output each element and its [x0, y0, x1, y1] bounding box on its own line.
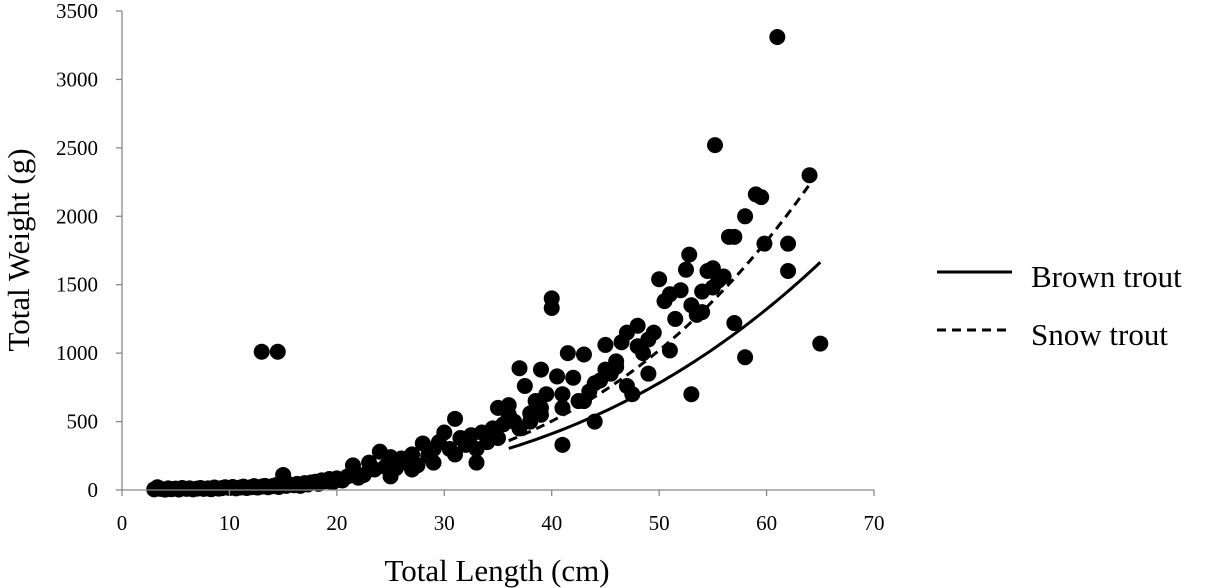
- data-point: [704, 279, 721, 296]
- x-tick-label: 0: [117, 511, 128, 535]
- data-point: [468, 454, 485, 471]
- data-point: [715, 268, 732, 285]
- data-point: [812, 335, 829, 352]
- axes: [116, 10, 875, 496]
- data-point: [629, 338, 646, 355]
- data-point: [382, 468, 399, 485]
- data-point: [511, 360, 528, 377]
- data-point: [554, 386, 571, 403]
- x-tick-label: 10: [219, 511, 240, 535]
- x-tick-label: 70: [864, 511, 885, 535]
- data-point: [726, 228, 743, 245]
- x-tick-label: 40: [541, 511, 562, 535]
- x-tick-label: 50: [649, 511, 670, 535]
- data-point: [425, 454, 442, 471]
- y-tick-label: 0: [88, 478, 99, 502]
- y-tick-label: 3000: [56, 67, 98, 91]
- data-point: [672, 282, 689, 299]
- data-point: [780, 263, 797, 280]
- y-tick-label: 1000: [56, 341, 98, 365]
- data-point: [737, 349, 754, 366]
- data-point: [269, 343, 286, 360]
- data-point: [549, 368, 566, 385]
- y-axis-title: Total Weight (g): [1, 148, 36, 351]
- series-line-brown-trout: [508, 261, 822, 450]
- data-point: [532, 361, 549, 378]
- data-point: [253, 343, 270, 360]
- data-point: [629, 317, 646, 334]
- data-point: [543, 299, 560, 316]
- legend: Brown trout Snow trout: [937, 259, 1182, 352]
- data-point: [532, 406, 549, 423]
- data-point: [618, 377, 635, 394]
- y-tick-label: 3500: [56, 0, 98, 23]
- data-point: [554, 436, 571, 453]
- data-point: [678, 261, 694, 278]
- data-point: [801, 167, 818, 184]
- legend-label-brown-trout: Brown trout: [1031, 259, 1182, 294]
- data-point: [575, 346, 592, 363]
- data-point: [404, 461, 421, 478]
- data-point: [586, 375, 603, 392]
- data-point: [683, 386, 700, 403]
- data-point: [667, 310, 684, 327]
- data-point: [753, 189, 770, 206]
- x-tick-label: 60: [756, 511, 777, 535]
- data-point: [608, 358, 625, 375]
- plot-marks: [146, 29, 829, 498]
- legend-label-snow-trout: Snow trout: [1031, 317, 1168, 352]
- data-point: [344, 457, 361, 474]
- data-point: [707, 137, 724, 154]
- data-point: [640, 365, 657, 382]
- data-point: [490, 429, 506, 446]
- data-point: [769, 29, 786, 46]
- series-line-snow-trout: [508, 183, 811, 443]
- data-point: [447, 446, 464, 463]
- data-point: [565, 369, 582, 386]
- y-tick-label: 2500: [56, 136, 98, 160]
- data-point: [500, 397, 517, 414]
- data-point: [597, 336, 614, 353]
- data-point: [468, 440, 485, 457]
- tick-labels: 0 500 1000 1500 2000 2500 3000 3500 0 10 20 30 40 50 6…: [56, 0, 885, 535]
- y-tick-label: 2000: [56, 204, 98, 228]
- x-tick-label: 30: [434, 511, 455, 535]
- data-point: [737, 208, 754, 225]
- data-point: [511, 420, 528, 437]
- x-axis-title: Total Length (cm): [384, 553, 609, 588]
- data-point: [436, 424, 453, 441]
- data-point: [447, 410, 464, 427]
- x-tick-label: 20: [326, 511, 347, 535]
- data-point: [538, 386, 555, 403]
- data-point: [516, 377, 533, 394]
- data-point: [559, 345, 576, 362]
- y-tick-label: 1500: [56, 273, 98, 297]
- data-point: [651, 271, 668, 288]
- y-tick-label: 500: [67, 410, 99, 434]
- data-point: [681, 246, 698, 263]
- data-point: [780, 235, 797, 252]
- data-point: [726, 315, 743, 332]
